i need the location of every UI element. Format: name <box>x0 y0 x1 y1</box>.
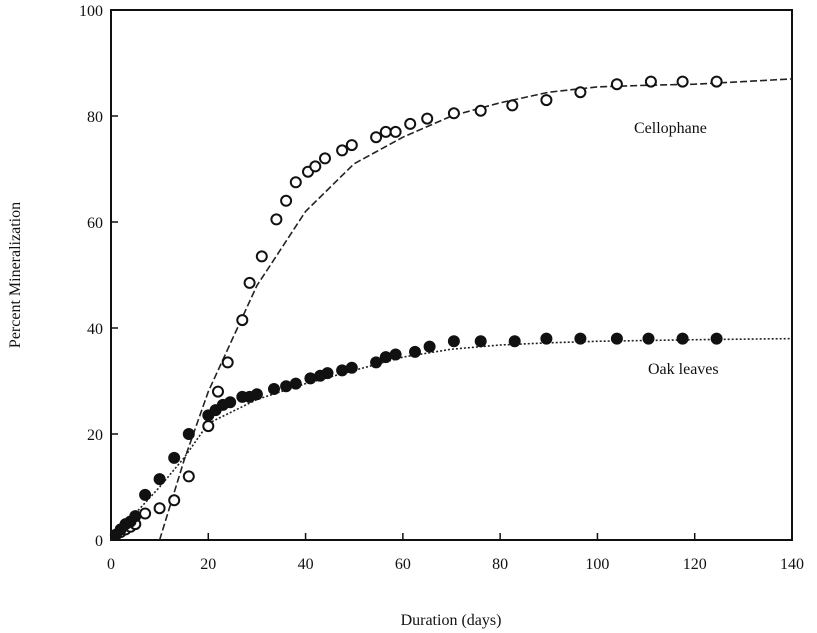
cellophane-fit-curve <box>158 78 793 541</box>
oak-leaves-data-point <box>370 356 383 369</box>
cellophane-data-point <box>236 314 249 327</box>
oak-leaves-data-point <box>153 473 166 486</box>
cellophane-data-point <box>404 117 417 130</box>
cellophane-data-point <box>289 176 302 189</box>
y-axis-title: Percent Mineralization <box>7 202 24 348</box>
cellophane-data-point <box>574 86 587 99</box>
series-label-cellophane: Cellophane <box>634 120 707 137</box>
oak-leaves-data-point <box>336 364 349 377</box>
oak-leaves-data-point <box>710 332 723 345</box>
cellophane-data-point <box>506 99 519 112</box>
x-tick-label: 40 <box>298 556 314 573</box>
cellophane-data-point <box>370 131 383 144</box>
cellophane-data-point <box>379 125 392 138</box>
cellophane-data-point <box>255 250 268 263</box>
oak-leaves-data-point <box>224 396 237 409</box>
plot-frame <box>110 9 793 541</box>
oak-leaves-data-point <box>508 335 521 348</box>
cellophane-data-point <box>447 107 460 120</box>
cellophane-data-point <box>319 152 331 165</box>
oak-leaves-data-point <box>610 332 623 345</box>
cellophane-data-point <box>644 75 657 88</box>
cellophane-data-point <box>182 470 195 483</box>
cellophane-data-point <box>474 104 487 117</box>
cellophane-data-point <box>345 139 358 152</box>
cellophane-data-point <box>168 494 181 507</box>
y-axis-ticks: 0 20 40 60 80 100 <box>79 3 118 550</box>
fit-curves <box>110 78 793 541</box>
cellophane-data-point <box>202 420 215 433</box>
cellophane-data-point <box>270 213 283 226</box>
cellophane-data-point <box>336 144 349 157</box>
oak-leaves-data-point <box>289 377 302 390</box>
oak-leaves-data-point <box>280 380 293 393</box>
oak-leaves-data-point <box>574 332 587 345</box>
oak-leaves-data-point <box>304 372 317 385</box>
oak-leaves-data-point <box>182 428 195 440</box>
oak-leaves-data-point <box>129 510 142 523</box>
oak-leaves-data-point <box>409 345 421 358</box>
cellophane-data-point <box>309 160 322 173</box>
x-tick-label: 0 <box>107 556 115 573</box>
oak-leaves-data-point <box>447 335 460 348</box>
x-tick-label: 100 <box>585 556 609 573</box>
oak-leaves-data-point <box>642 332 655 345</box>
y-tick-label: 20 <box>87 427 103 444</box>
series-label-oak-leaves: Oak leaves <box>648 361 719 378</box>
oak-leaves-data-point <box>139 488 152 501</box>
oak-leaves-data-point <box>423 340 436 353</box>
x-axis-title: Duration (days) <box>401 612 502 629</box>
cellophane-data-point <box>540 94 553 107</box>
oak-leaves-data-point <box>168 451 181 464</box>
y-tick-label: 40 <box>87 321 103 338</box>
oak-leaves-data-point <box>540 332 553 345</box>
x-tick-label: 140 <box>780 556 804 573</box>
y-tick-label: 0 <box>95 533 103 550</box>
cellophane-data-point <box>153 502 166 515</box>
cellophane-data-point <box>710 75 723 88</box>
x-tick-label: 80 <box>492 556 508 573</box>
cellophane-data-point <box>280 194 293 207</box>
cellophane-data-point <box>676 75 689 88</box>
x-tick-label: 60 <box>395 556 411 573</box>
oak-leaves-data-point <box>345 361 358 374</box>
cellophane-data-point <box>221 356 234 369</box>
cellophane-data-point <box>389 125 402 138</box>
oak-leaves-data-point <box>321 367 334 380</box>
oak-leaves-data-point <box>379 351 392 364</box>
x-tick-label: 20 <box>200 556 216 573</box>
y-tick-label: 60 <box>87 215 103 232</box>
oak-leaves-data-point <box>389 348 402 361</box>
data-points <box>109 75 723 541</box>
oak-leaves-data-point <box>676 332 689 345</box>
y-tick-label: 100 <box>79 3 103 20</box>
cellophane-data-point <box>421 112 434 125</box>
x-tick-label: 120 <box>683 556 707 573</box>
y-tick-label: 80 <box>87 109 103 126</box>
oak-leaves-data-point <box>474 335 487 348</box>
cellophane-data-point <box>243 276 256 289</box>
cellophane-data-point <box>610 78 623 91</box>
x-axis-ticks: 0 20 40 60 80 100 120 140 <box>107 533 804 573</box>
oak-leaves-data-point <box>250 388 263 401</box>
cellophane-data-point <box>139 507 152 520</box>
oak-leaves-data-point <box>268 383 280 395</box>
cellophane-data-point <box>212 385 224 398</box>
